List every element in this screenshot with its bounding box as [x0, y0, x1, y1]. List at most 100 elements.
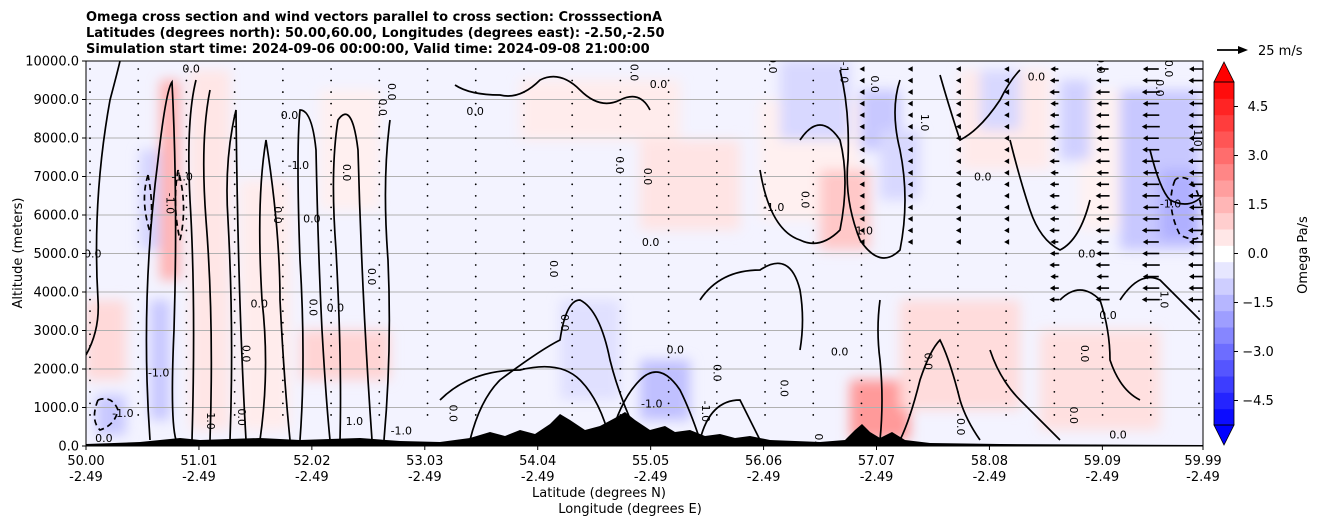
- wind-vector: [185, 333, 188, 336]
- y-tick-label: 2000.0: [34, 363, 80, 378]
- wind-vector: [571, 114, 574, 117]
- wind-vector: [137, 194, 140, 197]
- wind-vector: [426, 125, 429, 128]
- wind-vector: [764, 264, 766, 266]
- wind-vector: [1188, 146, 1203, 153]
- wind-vector: [667, 218, 670, 220]
- wind-vector: [378, 148, 381, 151]
- wind-vector: [619, 241, 622, 243]
- wind-vector: [426, 367, 429, 370]
- wind-vector: [571, 241, 574, 243]
- wind-vector: [1101, 344, 1104, 347]
- wind-vector: [955, 146, 961, 153]
- wind-vector: [1189, 204, 1203, 211]
- wind-vector: [523, 137, 525, 140]
- wind-vector: [812, 367, 815, 370]
- x-tick-label-lat: 54.04: [519, 454, 556, 469]
- wind-vector: [764, 402, 766, 405]
- wind-vector: [1142, 285, 1160, 291]
- wind-vector: [89, 102, 91, 105]
- wind-vector: [137, 114, 140, 117]
- wind-vector: [957, 298, 959, 301]
- wind-vector: [1198, 379, 1200, 382]
- wind-vector: [764, 252, 766, 255]
- wind-vector: [764, 206, 766, 209]
- contour-line: [1009, 139, 1091, 251]
- wind-vector: [89, 241, 91, 243]
- wind-vector: [667, 379, 670, 382]
- wind-vector: [812, 194, 815, 197]
- wind-vector: [1004, 146, 1010, 153]
- wind-vector: [1005, 264, 1008, 266]
- wind-vector: [523, 344, 525, 347]
- colorbar-level: [1214, 98, 1234, 116]
- wind-vector: [715, 379, 718, 382]
- contour-value-label: -1.0: [171, 170, 192, 183]
- wind-vector: [426, 218, 429, 220]
- wind-vector: [426, 241, 429, 243]
- wind-vector: [571, 344, 574, 347]
- wind-vector: [667, 252, 670, 255]
- wind-vector: [764, 160, 766, 163]
- wind-vector: [185, 91, 188, 93]
- wind-vector: [812, 171, 815, 174]
- wind-vector: [667, 344, 670, 347]
- wind-vector: [812, 321, 815, 324]
- wind-vector: [812, 137, 815, 140]
- wind-vector: [474, 125, 477, 128]
- wind-vector: [330, 114, 332, 117]
- contour-line: [145, 79, 177, 441]
- wind-vector: [715, 333, 718, 336]
- omega-region-positive: [640, 140, 740, 230]
- wind-vector: [523, 241, 525, 243]
- wind-vector: [571, 333, 574, 336]
- wind-vector: [233, 206, 236, 209]
- wind-vector: [378, 137, 381, 140]
- wind-vector: [667, 91, 670, 93]
- contour-value-label: 0.0: [1162, 60, 1175, 78]
- wind-vector: [812, 114, 815, 117]
- wind-vector: [137, 183, 140, 186]
- wind-vector: [89, 367, 91, 370]
- contour-value-label: 0.0: [628, 64, 641, 82]
- wind-vector: [281, 125, 284, 128]
- colorbar-level: [1214, 278, 1234, 295]
- wind-vector: [667, 148, 670, 151]
- wind-vector: [571, 287, 574, 289]
- wind-vector: [330, 390, 332, 393]
- wind-vector: [1189, 135, 1203, 141]
- wind-vector: [1005, 275, 1008, 278]
- wind-vector: [907, 193, 913, 199]
- wind-vector: [426, 137, 429, 140]
- contour-line: [469, 299, 641, 441]
- wind-vector: [523, 114, 525, 117]
- wind-vector: [426, 402, 429, 405]
- wind-vector: [907, 216, 913, 222]
- wind-vector: [955, 112, 961, 118]
- x-tick-label-lon: -2.49: [69, 470, 103, 485]
- wind-vector: [1189, 273, 1203, 280]
- wind-vector: [330, 252, 332, 255]
- wind-vector: [1096, 146, 1110, 153]
- wind-vector: [1096, 285, 1110, 291]
- wind-vector: [426, 183, 429, 186]
- y-tick-label: 6000.0: [34, 209, 80, 224]
- wind-vector: [1005, 287, 1008, 289]
- wind-vector: [330, 91, 332, 93]
- wind-vector: [281, 183, 284, 186]
- wind-vector: [1149, 402, 1152, 405]
- wind-vector: [1005, 379, 1008, 382]
- wind-vector: [233, 241, 236, 243]
- contour-value-label: 0.0: [812, 433, 825, 451]
- wind-vector: [89, 275, 91, 278]
- wind-vector: [571, 206, 574, 209]
- wind-vector: [426, 79, 429, 82]
- wind-vector: [571, 298, 574, 301]
- colorbar-level: [1214, 343, 1234, 361]
- wind-vector: [330, 137, 332, 140]
- wind-vector: [523, 148, 525, 151]
- wind-vector: [378, 264, 381, 266]
- wind-vector: [812, 310, 815, 313]
- wind-vector: [667, 402, 670, 405]
- colorbar-level: [1214, 294, 1234, 312]
